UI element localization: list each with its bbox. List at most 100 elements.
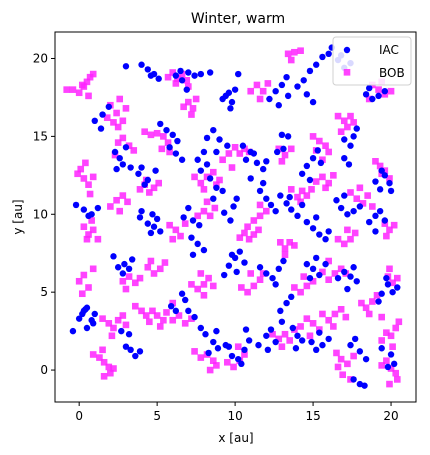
point-iac [242,326,250,333]
point-iac [197,324,205,332]
point-iac [213,184,220,191]
point-iac [132,352,139,360]
point-bob [365,310,373,318]
point-bob [160,316,167,324]
point-iac [369,95,376,103]
point-bob [306,332,314,340]
point-bob [108,332,116,340]
point-bob [277,239,284,246]
x-tick-label: 0 [75,409,83,423]
point-iac [242,156,250,163]
point-iac [141,181,148,188]
point-iac [183,86,190,93]
point-iac [253,159,261,167]
point-iac [259,165,267,173]
point-bob [347,235,354,243]
point-iac [172,72,180,79]
point-bob [390,221,398,229]
point-bob [386,265,393,273]
point-bob [225,150,233,157]
point-bob [194,212,201,220]
point-iac [309,265,317,272]
point-iac [322,260,329,268]
point-iac [303,218,311,226]
point-iac [122,144,130,151]
point-iac [125,331,133,338]
point-iac [378,345,385,352]
point-bob [319,268,326,276]
point-iac [210,126,217,134]
point-bob [275,145,283,153]
point-bob [122,105,130,112]
point-iac [272,338,279,346]
point-iac [316,231,323,238]
point-iac [289,324,297,332]
point-iac [245,337,253,344]
point-bob [347,112,354,120]
point-iac [366,218,373,226]
point-bob [197,270,205,277]
point-bob [286,239,293,246]
point-bob [303,282,311,290]
point-bob [383,329,390,336]
point-iac [288,293,295,301]
point-iac [88,211,95,218]
point-bob [172,226,180,234]
point-iac [347,341,354,349]
point-iac [236,248,243,255]
point-bob [122,321,130,329]
point-bob [387,87,395,95]
y-tick-label: 10 [33,207,48,221]
point-iac [325,335,332,343]
point-iac [312,346,320,354]
point-bob [389,343,396,350]
point-bob [156,323,164,330]
point-iac [203,134,211,142]
point-bob [88,217,95,224]
point-iac [206,69,214,76]
point-bob [291,284,298,291]
point-iac [278,81,286,89]
point-bob [141,128,148,136]
point-iac [316,329,323,336]
point-bob [122,285,130,293]
point-bob [188,111,195,118]
point-bob [83,78,91,86]
point-iac [255,341,262,349]
point-bob [105,320,113,327]
point-bob [110,119,117,126]
point-bob [244,288,251,296]
point-bob [337,265,345,273]
point-iac [387,187,395,195]
point-bob [322,142,329,150]
point-iac [280,257,287,265]
point-bob [351,229,359,237]
point-bob [132,279,139,287]
point-bob [264,80,272,87]
point-bob [300,273,308,280]
legend: IAC BOB [332,36,412,86]
point-iac [220,209,228,216]
point-bob [78,290,86,298]
point-bob [183,76,191,84]
point-bob [119,192,127,199]
point-iac [384,363,392,371]
x-tick-label: 10 [227,409,242,423]
legend-marker-iac [343,46,351,54]
point-iac [206,175,214,182]
point-bob [334,363,342,371]
point-iac [178,77,186,84]
point-bob [169,299,177,307]
point-iac [214,345,222,352]
point-bob [205,274,212,282]
point-bob [325,179,332,187]
point-bob [378,313,385,321]
point-iac [284,133,292,140]
point-bob [386,380,393,388]
point-bob [219,156,226,164]
point-bob [110,324,117,332]
point-bob [200,207,208,215]
point-iac [105,103,112,110]
point-iac [381,88,389,95]
